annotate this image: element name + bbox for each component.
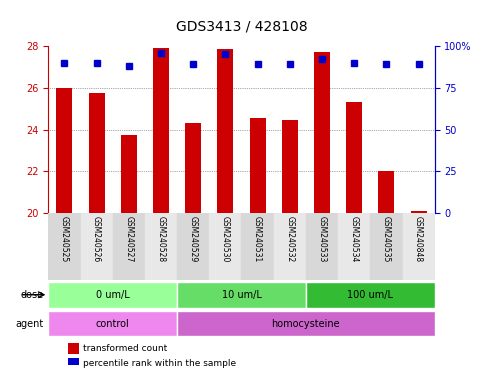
Text: dose: dose (20, 290, 43, 300)
Bar (57, 88, 72, 213)
Bar (282, 120, 298, 213)
Bar (153, 48, 169, 213)
Bar (88, 93, 105, 213)
FancyBboxPatch shape (48, 311, 177, 336)
FancyBboxPatch shape (177, 311, 435, 336)
Bar (378, 171, 395, 213)
Text: control: control (96, 318, 129, 329)
Text: transformed count: transformed count (83, 344, 167, 353)
Text: GSM240529: GSM240529 (189, 217, 198, 263)
Text: GSM240534: GSM240534 (350, 217, 359, 263)
Bar (411, 211, 426, 213)
Bar (306, 213, 338, 280)
Text: homocysteine: homocysteine (271, 318, 340, 329)
Text: GSM240525: GSM240525 (60, 217, 69, 263)
Text: agent: agent (15, 318, 43, 329)
FancyBboxPatch shape (48, 282, 177, 308)
Bar (242, 213, 274, 280)
Text: 0 um/L: 0 um/L (96, 290, 129, 300)
Text: 100 um/L: 100 um/L (347, 290, 393, 300)
Text: 10 um/L: 10 um/L (222, 290, 261, 300)
Bar (81, 213, 113, 280)
Bar (314, 52, 330, 213)
Bar (250, 118, 266, 213)
Text: GSM240532: GSM240532 (285, 217, 294, 263)
Text: GSM240535: GSM240535 (382, 217, 391, 263)
Bar (121, 135, 137, 213)
Bar (48, 213, 81, 280)
Bar (185, 123, 201, 213)
Bar (145, 213, 177, 280)
Text: GSM240530: GSM240530 (221, 217, 230, 263)
Bar (338, 213, 370, 280)
FancyBboxPatch shape (306, 282, 435, 308)
Text: GSM240528: GSM240528 (156, 217, 166, 263)
Bar (370, 213, 402, 280)
Text: GSM240531: GSM240531 (253, 217, 262, 263)
Bar (68, 358, 79, 369)
Bar (209, 213, 242, 280)
Text: percentile rank within the sample: percentile rank within the sample (83, 359, 236, 368)
Bar (113, 213, 145, 280)
Bar (177, 213, 209, 280)
Text: GSM240527: GSM240527 (124, 217, 133, 263)
Text: GDS3413 / 428108: GDS3413 / 428108 (176, 20, 307, 34)
Text: GSM240533: GSM240533 (317, 217, 327, 263)
Bar (274, 213, 306, 280)
FancyBboxPatch shape (177, 282, 306, 308)
Text: GSM240848: GSM240848 (414, 217, 423, 263)
Bar (402, 213, 435, 280)
Text: GSM240526: GSM240526 (92, 217, 101, 263)
Bar (68, 343, 79, 354)
Bar (217, 49, 233, 213)
Bar (346, 103, 362, 213)
